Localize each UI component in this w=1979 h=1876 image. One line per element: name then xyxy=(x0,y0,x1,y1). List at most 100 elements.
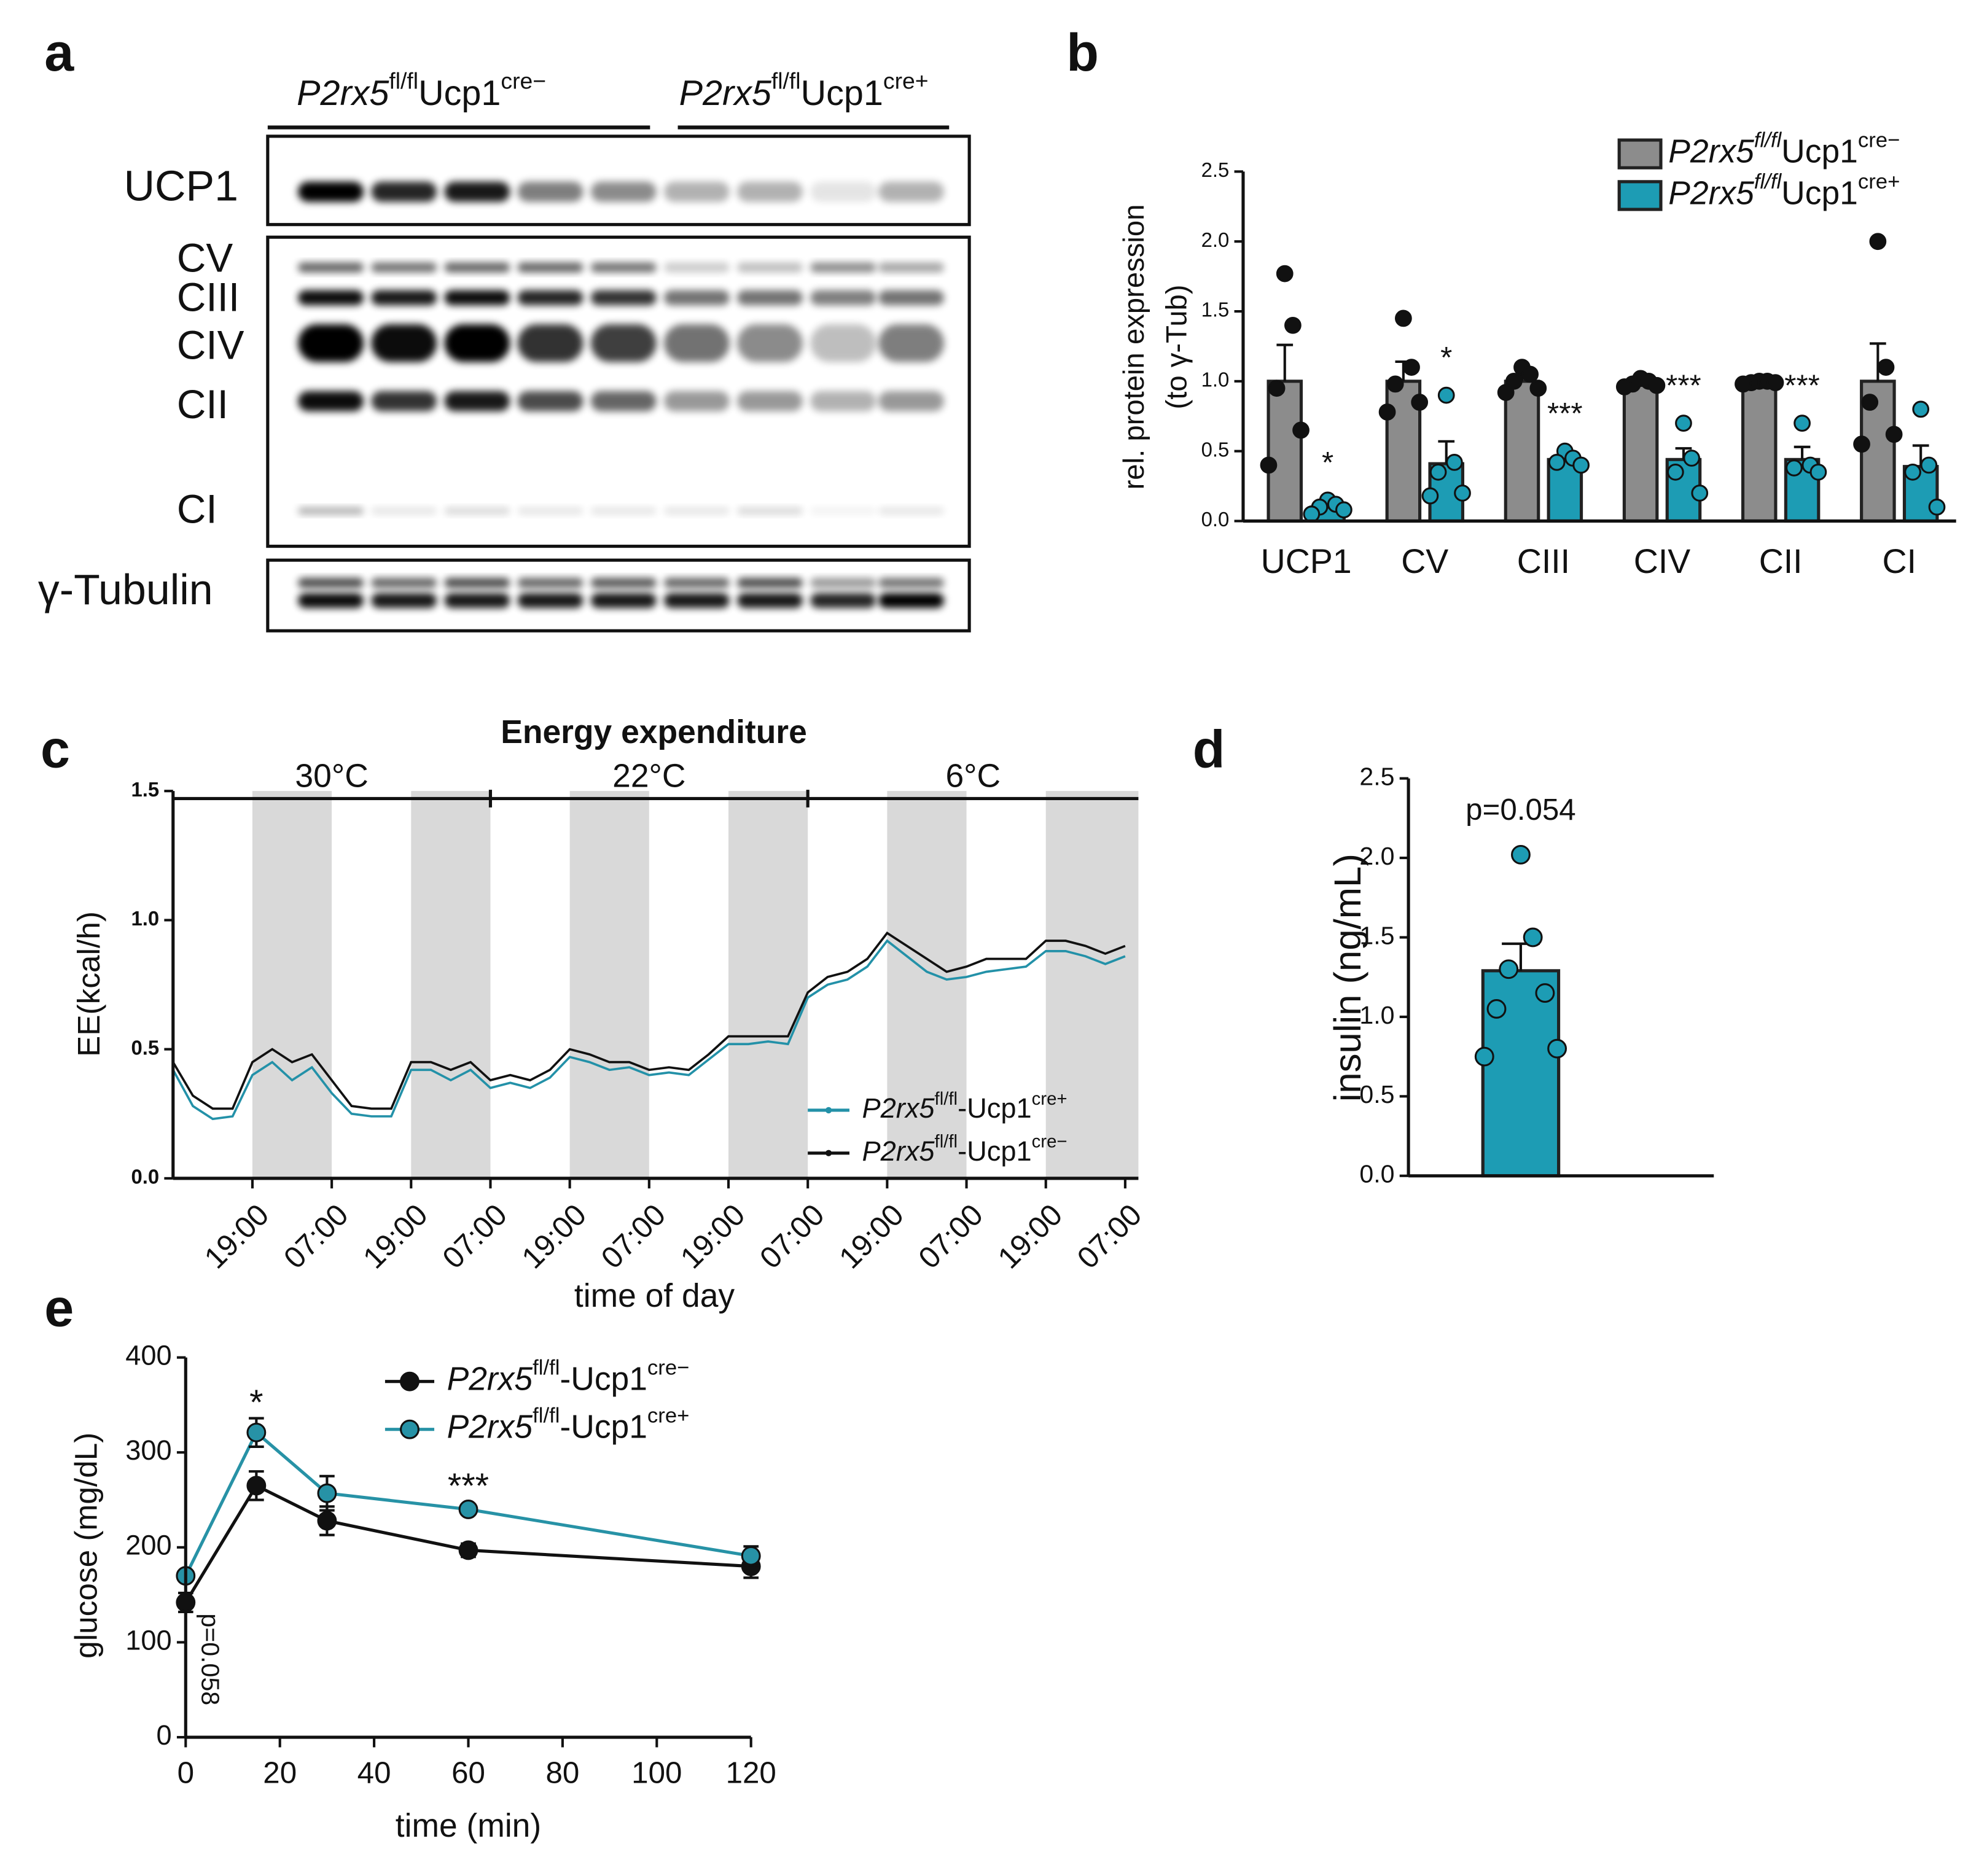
band xyxy=(810,324,876,362)
annotation: p=0.058 xyxy=(196,1613,224,1705)
x-tick-label: 0 xyxy=(178,1756,194,1790)
band xyxy=(810,507,876,515)
phase-label: 22°C xyxy=(612,758,685,795)
data-point xyxy=(1920,456,1938,474)
data-point xyxy=(1429,463,1447,481)
band xyxy=(737,507,803,515)
data-point xyxy=(1928,498,1946,516)
x-tick-label: 19:00 xyxy=(991,1197,1069,1275)
data-point xyxy=(1809,463,1827,481)
data-point xyxy=(1511,844,1531,865)
row-label: CIV xyxy=(177,322,244,367)
band xyxy=(590,507,657,515)
data-point xyxy=(1794,415,1811,432)
data-point xyxy=(458,1500,478,1519)
dark-period xyxy=(728,791,808,1178)
data-point xyxy=(1335,501,1353,519)
data-point xyxy=(1766,374,1784,392)
data-point xyxy=(1386,375,1404,393)
label-part: P2rx5 xyxy=(1668,134,1754,170)
x-tick-label: 07:00 xyxy=(754,1197,831,1275)
bar xyxy=(1504,379,1540,523)
band xyxy=(590,324,657,362)
row-label: CII xyxy=(177,381,228,427)
y-tick-label: 0.0 xyxy=(131,1166,159,1188)
x-tick-label: 07:00 xyxy=(278,1197,355,1275)
annotation: *** xyxy=(448,1466,489,1506)
data-point xyxy=(1861,394,1879,411)
data-point xyxy=(1885,426,1903,443)
y-tick-label: 1.5 xyxy=(1201,298,1230,321)
band xyxy=(444,262,510,273)
data-point xyxy=(1904,463,1921,481)
label-part: -Ucp1 xyxy=(560,1361,647,1398)
band xyxy=(371,577,437,588)
data-point xyxy=(1445,454,1463,471)
x-tick-label: 80 xyxy=(545,1756,579,1790)
band xyxy=(371,391,437,411)
band xyxy=(663,290,730,306)
x-tick-label: 20 xyxy=(263,1756,297,1790)
panel-label: d xyxy=(1193,720,1225,779)
x-tick-label: 07:00 xyxy=(436,1197,513,1275)
x-tick-label: 19:00 xyxy=(833,1197,910,1275)
data-point xyxy=(317,1511,337,1531)
data-point xyxy=(1691,485,1709,502)
chart-title: Energy expenditure xyxy=(501,714,807,750)
phase-label: 6°C xyxy=(945,758,1001,795)
band xyxy=(371,507,437,515)
band xyxy=(878,290,945,306)
data-point xyxy=(1260,456,1278,474)
y-tick-label: 400 xyxy=(125,1340,171,1371)
y-axis-label: rel. protein expression xyxy=(1118,204,1150,490)
error-bar xyxy=(1869,342,1886,381)
label-part: cre− xyxy=(501,68,546,93)
label-part: cre− xyxy=(1032,1131,1068,1151)
y-tick-label: 1.5 xyxy=(1359,921,1394,949)
band xyxy=(590,181,657,202)
band xyxy=(590,593,657,609)
row-label: UCP1 xyxy=(124,162,238,210)
legend-swatch xyxy=(1617,180,1663,211)
dark-period xyxy=(569,791,649,1178)
data-point xyxy=(1421,487,1439,505)
band xyxy=(878,507,945,515)
x-axis-label: time (min) xyxy=(396,1808,541,1844)
band xyxy=(371,262,437,273)
x-tick-label: CV xyxy=(1401,542,1448,580)
label-part: cre− xyxy=(647,1356,690,1380)
x-tick-label: UCP1 xyxy=(1261,542,1352,580)
data-point xyxy=(1548,454,1566,471)
band xyxy=(590,262,657,273)
x-tick-label: 120 xyxy=(726,1756,776,1790)
legend-marker xyxy=(400,1371,420,1391)
row-label: CV xyxy=(177,235,233,281)
y-tick-label: 1.0 xyxy=(1359,1001,1394,1029)
y-tick-label: 300 xyxy=(125,1434,171,1466)
band xyxy=(444,593,510,609)
label-part: P2rx5 xyxy=(679,74,772,113)
group-label: P2rx5fl/flUcp1cre− xyxy=(297,68,546,113)
y-tick-label: 0.5 xyxy=(1359,1080,1394,1108)
data-point xyxy=(317,1483,337,1503)
data-point xyxy=(1529,379,1547,397)
significance: * xyxy=(1440,341,1452,375)
data-point xyxy=(1683,450,1700,467)
y-axis-label: insulin (ng/mL) xyxy=(1327,854,1369,1102)
band xyxy=(810,577,876,588)
legend-label: P2rx5fl/fl-Ucp1cre+ xyxy=(862,1089,1067,1124)
label-part: P2rx5 xyxy=(862,1092,935,1124)
label-part: fl/fl xyxy=(771,68,801,93)
data-point xyxy=(1521,365,1539,383)
x-tick-label: CI xyxy=(1883,542,1916,580)
x-axis-label: time of day xyxy=(574,1278,735,1314)
y-tick-label: 0.0 xyxy=(1201,508,1230,531)
x-tick-label: 07:00 xyxy=(912,1197,990,1275)
x-tick-label: 07:00 xyxy=(595,1197,672,1275)
band xyxy=(737,593,803,609)
band xyxy=(878,324,945,362)
label-part: cre+ xyxy=(1032,1089,1068,1109)
data-point xyxy=(1869,233,1887,251)
data-point xyxy=(1276,265,1294,282)
